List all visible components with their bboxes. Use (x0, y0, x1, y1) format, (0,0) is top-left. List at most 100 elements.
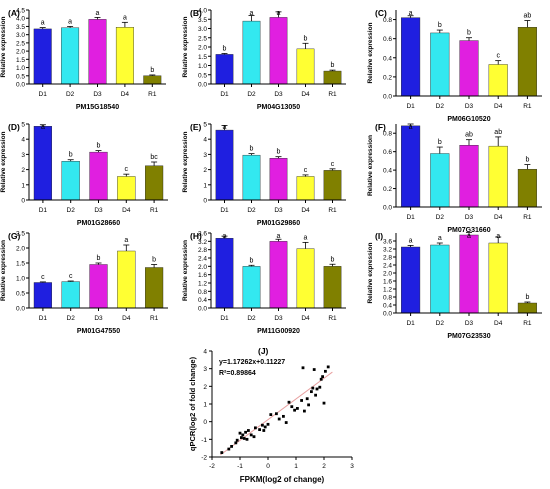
bar (430, 32, 450, 97)
data-point (235, 438, 239, 442)
panel-label: (I) (375, 231, 383, 241)
y-tick-label: 0 (21, 198, 25, 205)
significance-letter: a (41, 20, 45, 27)
bar-panel-h: 0.0 0.40.81.2 1.62.02.4 2.83.23.6 a D1 b D2 a D3 a… (182, 231, 346, 335)
x-tick-label: R1 (523, 103, 532, 110)
x-tick-label: D1 (39, 315, 48, 322)
bar (517, 27, 537, 97)
bar (117, 250, 136, 309)
gene-name: PM01G29860 (257, 220, 300, 227)
significance-letter: a (223, 124, 227, 131)
y-tick-label: 2.8 (198, 247, 207, 254)
bar (517, 168, 537, 208)
scatter-panel-j: -2 -1 0 1 2 3 -2 -1 0 1 2 3 4 (J) y=1.17262x+0.11227 R²… (188, 346, 354, 484)
bar (33, 28, 52, 85)
x-tick-label: D1 (220, 315, 229, 322)
x-tick-label: D2 (247, 207, 256, 214)
bar-panel-e: 0 1 2 3 4 5 a D1 b D2 b D3 c D4 c R1 (E) PM01G29860 Relati… (182, 122, 346, 227)
x-tick-label: R1 (150, 315, 159, 322)
significance-letter: bc (150, 154, 158, 161)
bar (88, 19, 107, 85)
y-tick-label: 1.2 (198, 281, 207, 288)
bar (115, 27, 134, 85)
significance-letter: a (277, 233, 281, 240)
bar (459, 145, 479, 208)
data-point (315, 387, 319, 391)
x-tick-label: R1 (523, 214, 532, 221)
x-tick-label: D2 (436, 103, 445, 110)
y-axis-label: Relative expression (367, 242, 374, 303)
y-tick-label: 0.8 (383, 295, 392, 302)
y-tick-label: 0.5 (16, 291, 25, 298)
bar (430, 244, 450, 314)
x-tick-label: D2 (436, 214, 445, 221)
bar (89, 151, 108, 201)
significance-letter: a (96, 10, 100, 17)
x-tick-label: D3 (93, 91, 102, 98)
data-point (247, 429, 250, 432)
x-tick-label: D4 (121, 91, 130, 98)
y-tick-label: 2.0 (383, 271, 392, 278)
x-tick-label: 3 (350, 463, 354, 470)
data-point (277, 417, 281, 421)
data-point (227, 447, 231, 451)
x-tick-label: D4 (301, 315, 310, 322)
x-tick-label: D2 (67, 207, 76, 214)
y-tick-label: -1 (201, 437, 207, 444)
data-point (266, 422, 270, 426)
gene-name: PM07G31660 (447, 227, 490, 234)
data-point (321, 375, 324, 379)
data-point (312, 368, 316, 371)
data-point (242, 437, 246, 440)
bar (296, 176, 315, 201)
x-tick-label: D1 (39, 207, 48, 214)
significance-letter: b (250, 257, 254, 264)
x-tick-label: D1 (406, 320, 415, 327)
x-tick-label: R1 (523, 320, 532, 327)
x-tick-label: D1 (406, 214, 415, 221)
bar-panel-g: 0.0 0.5 1.0 1.5 2.0 2.5 c D1 c D2 b D3 a D4 b R1 (G) PM01… (0, 231, 168, 335)
data-point (245, 437, 249, 441)
panel-label: (J) (258, 346, 269, 356)
x-tick-label: D1 (39, 91, 48, 98)
bar (61, 27, 80, 85)
significance-letter: ab (524, 13, 532, 20)
y-axis-label: Relative expression (0, 16, 7, 77)
y-tick-label: 1.0 (16, 65, 25, 72)
data-point (234, 441, 238, 445)
y-tick-label: 3.6 (198, 231, 207, 238)
data-point (249, 433, 253, 437)
x-tick-label: D1 (220, 91, 229, 98)
x-tick-label: D3 (465, 103, 474, 110)
gene-name: PM11G00920 (257, 328, 300, 335)
significance-letter: a (304, 234, 308, 241)
y-tick-label: 4 (203, 349, 207, 356)
significance-letter: a (467, 233, 471, 240)
bar (430, 153, 450, 208)
y-axis-label: Relative expression (182, 16, 189, 77)
data-point (238, 431, 242, 435)
bar (401, 125, 421, 208)
data-point (262, 429, 266, 432)
data-point (282, 414, 285, 418)
x-tick-label: 1 (294, 463, 298, 470)
bar (296, 48, 315, 85)
y-tick-label: 4 (21, 137, 25, 144)
y-tick-label: 3.5 (198, 17, 207, 24)
y-tick-label: 1 (21, 182, 25, 189)
y-tick-label: 0.0 (383, 94, 392, 101)
significance-letter: a (277, 10, 281, 17)
x-tick-label: D4 (494, 320, 503, 327)
significance-letter: b (250, 146, 254, 153)
y-tick-label: 3 (21, 152, 25, 159)
y-tick-label: 0 (203, 198, 207, 205)
x-tick-label: 0 (266, 463, 270, 470)
significance-letter: ab (465, 132, 473, 139)
y-tick-label: 3.5 (16, 24, 25, 31)
significance-letter: a (68, 18, 72, 25)
y-tick-label: 3 (203, 366, 207, 373)
significance-letter: b (304, 35, 308, 42)
bar-panel-i: 0.00.40.81.21.62.02.42.83.23.6 a D1 a D2 a D3 a… (367, 231, 542, 340)
bar (242, 266, 261, 309)
